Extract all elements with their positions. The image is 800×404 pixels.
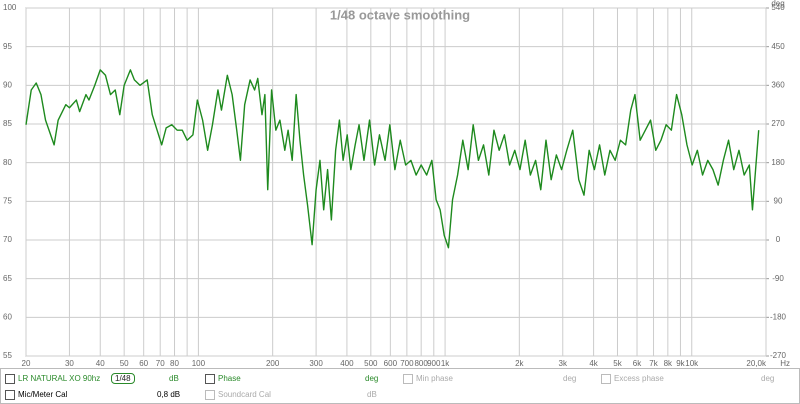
y2-tick-label: 90 — [774, 196, 783, 205]
x-tick-label: 300 — [309, 359, 323, 368]
x-tick-label: 20 — [22, 359, 31, 368]
min-phase-toggle[interactable]: Min phase — [403, 374, 453, 384]
y-tick-label: 60 — [3, 312, 12, 321]
x-unit: Hz — [780, 359, 790, 368]
chart: deg Hz 55 60 65 70 75 80 85 90 95 100 -270 -180 -90 0… — [3, 0, 790, 368]
y-tick-label: 65 — [3, 274, 12, 283]
y2-label: deg — [771, 0, 784, 8]
x-tick-label: 7k — [649, 359, 658, 368]
y2-tick-label: 360 — [771, 80, 785, 89]
x-tick-label: 20,0k — [746, 359, 767, 368]
y-tick-label: 70 — [3, 235, 12, 244]
soundcard-toggle[interactable]: Soundcard Cal — [205, 390, 271, 400]
y2-tick-label: -180 — [770, 312, 787, 321]
min-phase-unit: deg — [563, 374, 577, 383]
x-tick-label: 3k — [559, 359, 568, 368]
x-tick-label: 10k — [685, 359, 699, 368]
x-tick-label: 5k — [613, 359, 622, 368]
y2-tick-label: 450 — [771, 42, 785, 51]
cal-toggle[interactable]: Mic/Meter Cal — [5, 390, 67, 400]
y-tick-label: 55 — [3, 351, 12, 360]
y2-tick-label: -90 — [772, 274, 784, 283]
x-tick-label: 400 — [340, 359, 354, 368]
y-tick-label: 90 — [3, 80, 12, 89]
x-tick-label: 30 — [65, 359, 74, 368]
excess-phase-unit: deg — [761, 374, 775, 383]
x-tick-label: 60 — [139, 359, 148, 368]
y2-tick-label: 540 — [771, 3, 785, 12]
series-toggle[interactable]: LR NATURAL XO 90hz — [5, 374, 100, 384]
y-tick-label: 75 — [3, 196, 12, 205]
y-tick-label: 100 — [3, 3, 17, 12]
smoothing[interactable]: 1/48 — [111, 373, 135, 384]
x-tick-label: 1k — [441, 359, 450, 368]
y-tick-label: 85 — [3, 119, 12, 128]
excess-phase-toggle[interactable]: Excess phase — [601, 374, 664, 384]
y2-tick-label: 270 — [771, 119, 785, 128]
x-tick-label: 2k — [515, 359, 524, 368]
x-tick-label: 9k — [676, 359, 685, 368]
phase-unit: deg — [365, 374, 379, 383]
y2-tick-label: 180 — [771, 158, 785, 167]
x-tick-label: 600 — [384, 359, 398, 368]
plot-frame — [25, 7, 767, 357]
cal-value: 0,8 dB — [157, 390, 181, 399]
x-tick-label: 700 — [400, 359, 414, 368]
x-tick-label: 100 — [192, 359, 206, 368]
x-tick-label: 500 — [364, 359, 378, 368]
x-tick-label: 80 — [170, 359, 179, 368]
chart-title: 1/48 octave smoothing — [330, 7, 470, 22]
y2-tick-label: -270 — [770, 351, 787, 360]
x-tick-label: 8k — [664, 359, 673, 368]
x-tick-label: 70 — [156, 359, 165, 368]
x-tick-label: 4k — [589, 359, 598, 368]
y-tick-label: 95 — [3, 42, 12, 51]
series-line — [25, 69, 760, 249]
x-tick-label: 200 — [266, 359, 280, 368]
x-tick-label: 800 — [414, 359, 428, 368]
unit: dB — [169, 374, 179, 383]
soundcard-unit: dB — [367, 390, 377, 399]
x-tick-label: 900 — [427, 359, 441, 368]
control-panel: LR NATURAL XO 90hz 1/48 dB Phase deg Min… — [0, 368, 800, 404]
x-tick-label: 6k — [633, 359, 642, 368]
x-tick-label: 40 — [96, 359, 105, 368]
phase-toggle[interactable]: Phase — [205, 374, 241, 384]
y-tick-label: 80 — [3, 158, 12, 167]
y2-tick-label: 0 — [776, 235, 781, 244]
x-tick-label: 50 — [120, 359, 129, 368]
